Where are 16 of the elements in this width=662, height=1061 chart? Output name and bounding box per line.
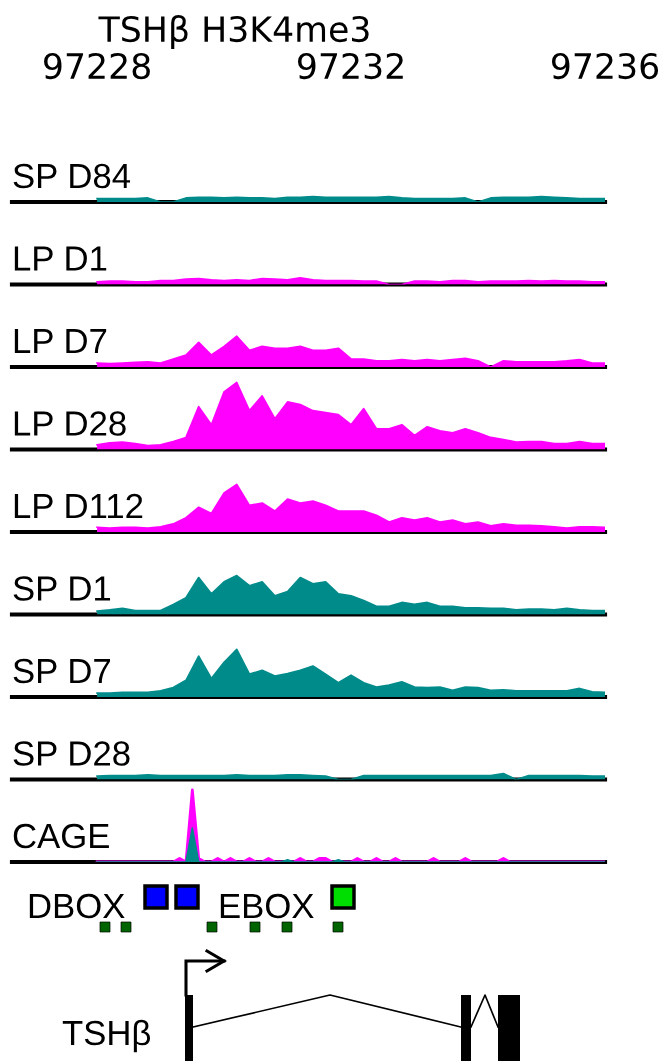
text: TSHβ [62, 1019, 151, 1053]
series-label: SP D1 [13, 576, 111, 601]
series-label: LP D7 [14, 329, 107, 353]
text: EBOX [220, 893, 314, 919]
series-label: SP D28 [13, 741, 130, 766]
series-label: CAGE [13, 823, 109, 849]
x-tick-label: 97232 [297, 52, 403, 80]
chart-title: TSHβ H3K4me3 [98, 15, 369, 49]
series-label: LP D112 [14, 493, 143, 518]
x-tick-label: 97228 [44, 52, 150, 80]
text: DBOX [29, 893, 125, 919]
series-label: LP D28 [14, 411, 126, 436]
series-label: LP D1 [14, 246, 107, 271]
series-label: SP D7 [13, 658, 110, 684]
x-tick-label: 97236 [551, 52, 659, 80]
series-label: SP D84 [13, 163, 131, 189]
